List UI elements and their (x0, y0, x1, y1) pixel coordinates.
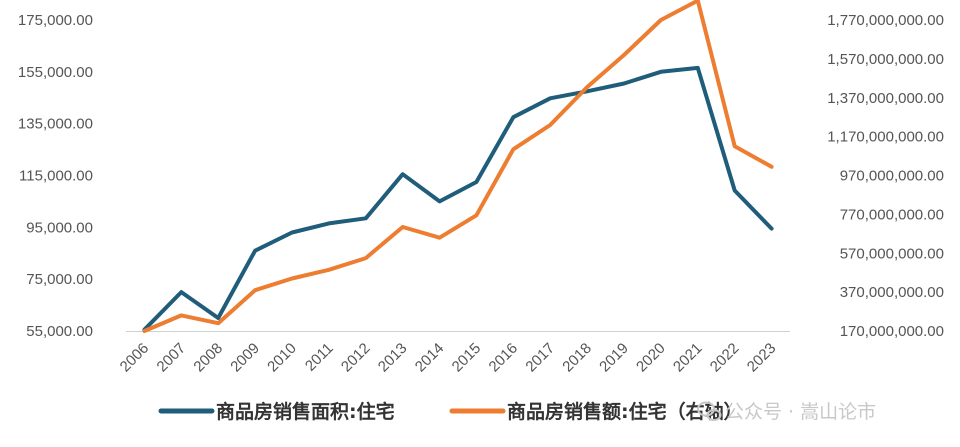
x-tick-label: 2008 (190, 340, 226, 376)
right-tick-label: 170,000,000.00 (840, 323, 944, 340)
x-tick-label: 2022 (707, 340, 743, 376)
left-axis-ticks: 55,000.00 75,000.00 95,000.00 115,000.00 135… (18, 12, 93, 340)
right-axis-ticks: 170,000,000.00 370,000,000.00 570,000,000.… (827, 12, 944, 340)
x-tick-label: 2007 (154, 340, 190, 376)
right-tick-label: 1,370,000,000.00 (827, 90, 944, 107)
x-tick-label: 2017 (522, 340, 558, 376)
left-tick-label: 175,000.00 (18, 12, 93, 29)
x-tick-label: 2023 (744, 340, 780, 376)
left-tick-label: 135,000.00 (18, 116, 93, 133)
legend: 商品房销售面积:住宅 商品房销售额:住宅（右轴） (158, 400, 743, 423)
watermark: 公众号 · 嵩山论市 (697, 401, 876, 423)
series-lines (142, 0, 774, 333)
x-tick-label: 2013 (375, 340, 411, 376)
x-tick-label: 2014 (412, 340, 448, 376)
left-tick-label: 155,000.00 (18, 64, 93, 81)
x-axis-ticks: 2006 2007 2008 2009 2010 2011 2012 2013 2014 2015… (117, 340, 780, 376)
series-line-area (142, 65, 774, 332)
x-tick-label: 2021 (670, 340, 706, 376)
x-tick-label: 2012 (338, 340, 374, 376)
series-line-sales (142, 0, 774, 333)
left-tick-label: 55,000.00 (26, 323, 93, 340)
x-tick-label: 2006 (117, 340, 153, 376)
x-tick-label: 2015 (449, 340, 485, 376)
right-tick-label: 970,000,000.00 (840, 168, 944, 185)
right-tick-label: 1,570,000,000.00 (827, 51, 944, 68)
legend-label-area: 商品房销售面积:住宅 (216, 400, 395, 423)
legend-label-sales: 商品房销售额:住宅（右轴） (507, 400, 743, 423)
x-tick-label: 2018 (559, 340, 595, 376)
right-tick-label: 1,770,000,000.00 (827, 12, 944, 29)
right-tick-label: 570,000,000.00 (840, 245, 944, 262)
x-tick-label: 2010 (264, 340, 300, 376)
left-tick-label: 95,000.00 (26, 219, 93, 236)
left-tick-label: 75,000.00 (26, 271, 93, 288)
right-tick-label: 1,170,000,000.00 (827, 129, 944, 146)
left-tick-label: 115,000.00 (19, 168, 93, 185)
x-tick-label: 2020 (633, 340, 669, 376)
watermark-text: 公众号 · 嵩山论市 (725, 401, 876, 423)
right-tick-label: 770,000,000.00 (840, 206, 944, 223)
x-tick-label: 2016 (486, 340, 522, 376)
x-tick-label: 2009 (227, 340, 263, 376)
x-tick-label: 2019 (596, 340, 632, 376)
x-tick-label: 2011 (302, 340, 337, 375)
wechat-icon (697, 401, 722, 421)
right-tick-label: 370,000,000.00 (840, 284, 944, 301)
